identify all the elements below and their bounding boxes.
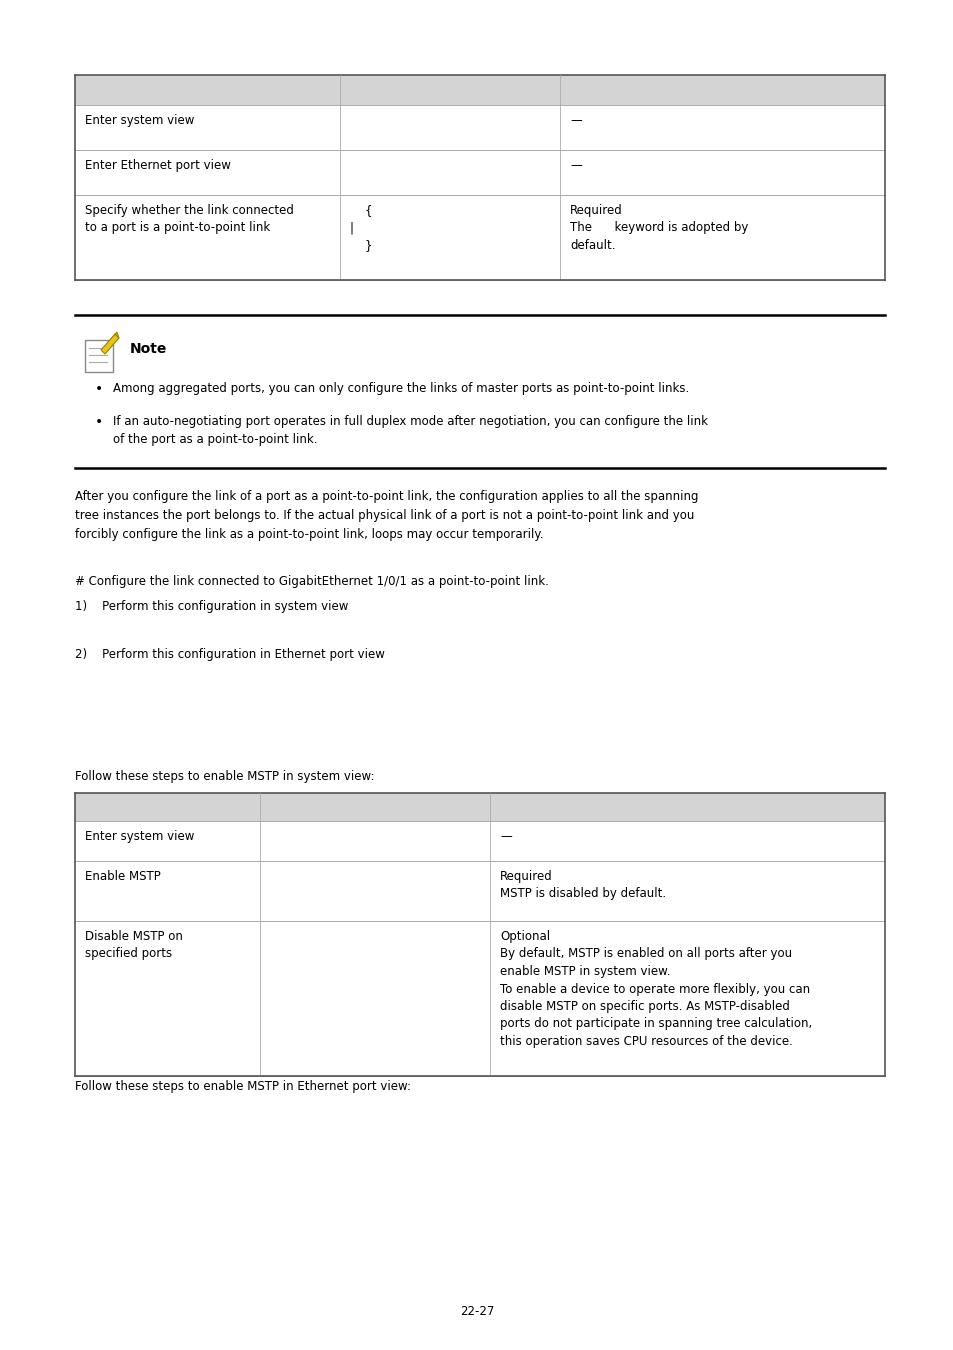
Text: Follow these steps to enable MSTP in Ethernet port view:: Follow these steps to enable MSTP in Eth… [75,1080,411,1094]
Text: Specify whether the link connected
to a port is a point-to-point link: Specify whether the link connected to a … [85,204,294,235]
Polygon shape [115,332,119,338]
Text: Required
The      keyword is adopted by
default.: Required The keyword is adopted by defau… [569,204,747,252]
Text: Follow these steps to enable MSTP in system view:: Follow these steps to enable MSTP in sys… [75,769,375,783]
Bar [75,792,884,821]
Bar [75,76,884,105]
Bar [75,861,884,921]
Text: •: • [95,382,103,396]
Text: •: • [95,414,103,429]
Text: After you configure the link of a port as a point-to-point link, the configurati: After you configure the link of a port a… [75,490,698,541]
Text: Note: Note [130,342,167,356]
Text: —: — [499,830,511,842]
Bar [75,194,884,279]
Bar [85,340,112,373]
Polygon shape [101,333,119,354]
Text: —: — [569,113,581,127]
Text: 2)    Perform this configuration in Ethernet port view: 2) Perform this configuration in Etherne… [75,648,384,662]
Text: # Configure the link connected to GigabitEthernet 1/0/1 as a point-to-point link: # Configure the link connected to Gigabi… [75,575,548,589]
Text: —: — [569,159,581,171]
Bar [75,105,884,150]
Text: Enable MSTP: Enable MSTP [85,869,161,883]
Text: Required
MSTP is disabled by default.: Required MSTP is disabled by default. [499,869,665,900]
Text: Among aggregated ports, you can only configure the links of master ports as poin: Among aggregated ports, you can only con… [112,382,688,396]
Text: If an auto-negotiating port operates in full duplex mode after negotiation, you : If an auto-negotiating port operates in … [112,414,707,446]
Text: Enter Ethernet port view: Enter Ethernet port view [85,159,231,171]
Bar [75,150,884,194]
Text: Enter system view: Enter system view [85,113,194,127]
Bar [75,821,884,861]
Bar [75,921,884,1076]
Text: 22-27: 22-27 [459,1305,494,1318]
Text: Disable MSTP on
specified ports: Disable MSTP on specified ports [85,930,183,960]
Text: 1)    Perform this configuration in system view: 1) Perform this configuration in system … [75,599,348,613]
Text: Enter system view: Enter system view [85,830,194,842]
Text: {
|
    }: { | } [350,204,372,252]
Text: Optional
By default, MSTP is enabled on all ports after you
enable MSTP in syste: Optional By default, MSTP is enabled on … [499,930,811,1048]
